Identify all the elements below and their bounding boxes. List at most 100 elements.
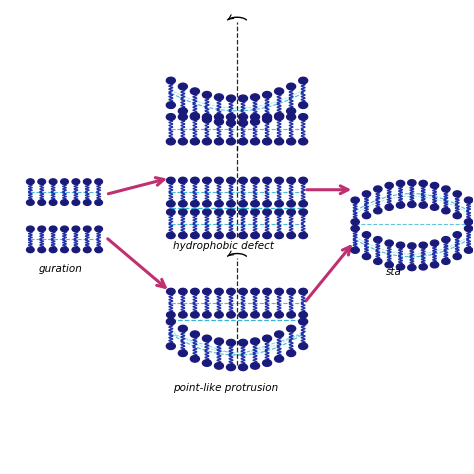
Ellipse shape — [203, 312, 211, 318]
Ellipse shape — [178, 83, 187, 90]
Ellipse shape — [419, 264, 428, 270]
Ellipse shape — [191, 232, 199, 238]
Ellipse shape — [396, 242, 405, 248]
Ellipse shape — [239, 177, 247, 183]
Ellipse shape — [214, 118, 223, 125]
Ellipse shape — [453, 232, 461, 238]
Ellipse shape — [166, 312, 175, 318]
Ellipse shape — [179, 209, 187, 215]
Ellipse shape — [227, 114, 236, 120]
Ellipse shape — [227, 339, 236, 346]
Ellipse shape — [227, 119, 236, 126]
Ellipse shape — [178, 325, 187, 332]
Ellipse shape — [191, 356, 200, 362]
Ellipse shape — [178, 138, 187, 145]
Ellipse shape — [166, 318, 175, 325]
Ellipse shape — [275, 177, 283, 183]
Ellipse shape — [166, 201, 175, 207]
Ellipse shape — [191, 112, 200, 119]
Ellipse shape — [49, 226, 57, 232]
Ellipse shape — [274, 112, 283, 119]
Ellipse shape — [215, 232, 223, 238]
Ellipse shape — [239, 288, 247, 295]
Ellipse shape — [263, 91, 272, 98]
Ellipse shape — [227, 288, 235, 295]
Ellipse shape — [263, 360, 272, 366]
Ellipse shape — [274, 88, 283, 94]
Ellipse shape — [202, 91, 211, 98]
Ellipse shape — [38, 226, 46, 232]
Ellipse shape — [215, 201, 223, 207]
Ellipse shape — [385, 262, 393, 268]
Ellipse shape — [239, 232, 247, 238]
Ellipse shape — [179, 312, 187, 318]
Ellipse shape — [83, 200, 91, 205]
Ellipse shape — [299, 177, 308, 183]
Ellipse shape — [238, 138, 247, 145]
Ellipse shape — [27, 200, 34, 205]
Text: sta: sta — [386, 267, 402, 277]
Ellipse shape — [191, 201, 199, 207]
Ellipse shape — [227, 138, 236, 145]
Ellipse shape — [275, 288, 283, 295]
Ellipse shape — [251, 201, 259, 207]
Ellipse shape — [287, 201, 295, 207]
Ellipse shape — [263, 288, 271, 295]
Ellipse shape — [179, 177, 187, 183]
Ellipse shape — [95, 226, 102, 232]
Ellipse shape — [61, 247, 68, 253]
Ellipse shape — [214, 138, 223, 145]
Ellipse shape — [263, 116, 272, 123]
Ellipse shape — [287, 108, 296, 114]
Ellipse shape — [191, 138, 200, 145]
Ellipse shape — [202, 114, 211, 120]
Ellipse shape — [287, 312, 295, 318]
Ellipse shape — [203, 209, 211, 215]
Ellipse shape — [203, 201, 211, 207]
Ellipse shape — [227, 232, 235, 238]
Ellipse shape — [166, 288, 175, 295]
Ellipse shape — [191, 177, 199, 183]
Ellipse shape — [202, 335, 211, 342]
Ellipse shape — [385, 204, 393, 210]
Ellipse shape — [299, 343, 308, 349]
Ellipse shape — [419, 202, 428, 208]
Ellipse shape — [179, 288, 187, 295]
Ellipse shape — [95, 179, 102, 184]
Ellipse shape — [287, 114, 296, 120]
Ellipse shape — [287, 350, 296, 356]
Ellipse shape — [351, 219, 359, 225]
Ellipse shape — [239, 201, 247, 207]
Ellipse shape — [299, 201, 308, 207]
Ellipse shape — [385, 240, 393, 246]
Ellipse shape — [251, 138, 260, 145]
Ellipse shape — [351, 197, 359, 203]
Ellipse shape — [287, 177, 295, 183]
Ellipse shape — [374, 186, 382, 192]
Ellipse shape — [263, 312, 271, 318]
Ellipse shape — [287, 325, 296, 332]
Ellipse shape — [215, 209, 223, 215]
Ellipse shape — [275, 201, 283, 207]
Ellipse shape — [453, 191, 461, 197]
Ellipse shape — [179, 201, 187, 207]
Ellipse shape — [287, 83, 296, 90]
Ellipse shape — [38, 247, 46, 253]
Ellipse shape — [274, 356, 283, 362]
Ellipse shape — [61, 200, 68, 205]
Ellipse shape — [299, 232, 308, 238]
Ellipse shape — [299, 102, 308, 109]
Ellipse shape — [191, 331, 200, 337]
Ellipse shape — [215, 288, 223, 295]
Ellipse shape — [191, 114, 200, 120]
Ellipse shape — [287, 138, 296, 145]
Ellipse shape — [442, 208, 450, 214]
Ellipse shape — [251, 338, 260, 345]
Ellipse shape — [251, 177, 259, 183]
Ellipse shape — [419, 242, 428, 248]
Ellipse shape — [299, 114, 308, 120]
Ellipse shape — [263, 201, 271, 207]
Text: point-like protrusion: point-like protrusion — [173, 383, 278, 392]
Ellipse shape — [299, 288, 308, 295]
Ellipse shape — [430, 204, 438, 210]
